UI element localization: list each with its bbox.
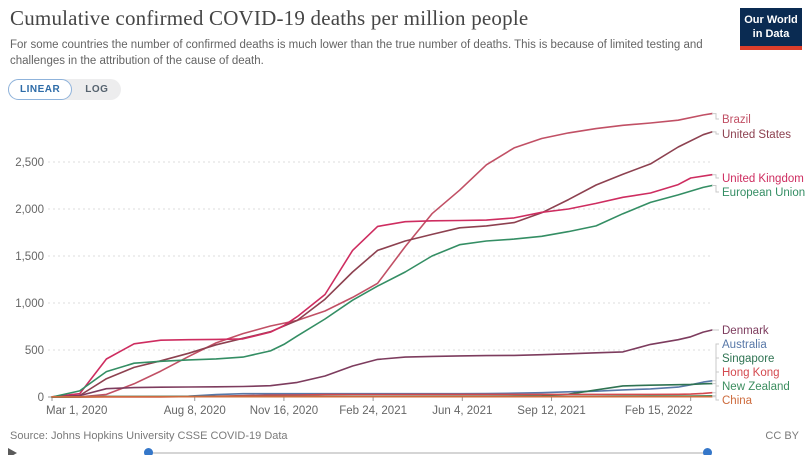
line-chart-svg: 0 500 1,000 1,500 2,000 2,500 Mar 1, 2020 Aug 8… — [15, 112, 805, 417]
page-title: Cumulative confirmed COVID-19 deaths per… — [10, 6, 529, 30]
legend-label-singapore[interactable]: Singapore — [722, 353, 774, 365]
legend-connector — [712, 131, 719, 135]
legend-connector — [712, 185, 719, 193]
source-note: Source: Johns Hopkins University CSSE CO… — [10, 430, 288, 442]
timeline-slider — [0, 446, 809, 455]
linear-scale-button[interactable]: LINEAR — [8, 79, 73, 100]
owid-logo[interactable]: Our World in Data — [740, 8, 802, 50]
series-line-united-states[interactable] — [51, 131, 713, 398]
legend-label-denmark[interactable]: Denmark — [722, 325, 769, 337]
x-tick-label: Feb 15, 2022 — [625, 405, 693, 417]
y-tick-label: 2,000 — [15, 204, 44, 216]
legend-connector — [712, 371, 719, 394]
x-tick-label: Feb 24, 2021 — [339, 405, 407, 417]
legend-connector — [712, 385, 719, 397]
timeline-start-handle[interactable] — [144, 448, 153, 455]
legend-connector — [712, 396, 719, 401]
series-line-european-union[interactable] — [51, 184, 713, 398]
legend-label-european-union[interactable]: European Union — [722, 187, 805, 199]
legend-connector — [712, 174, 719, 179]
timeline-track[interactable] — [150, 452, 707, 454]
owid-logo-line2: in Data — [752, 28, 790, 41]
series-line-brazil[interactable] — [51, 112, 713, 398]
legend-connector — [712, 113, 719, 120]
y-tick-label: 500 — [25, 345, 44, 357]
license-note[interactable]: CC BY — [765, 430, 799, 442]
x-tick-label: Aug 8, 2020 — [164, 405, 226, 417]
x-tick-label: Jun 4, 2021 — [432, 405, 492, 417]
chart-plot-area: 0 500 1,000 1,500 2,000 2,500 Mar 1, 2020 Aug 8… — [0, 97, 809, 430]
timeline-end-handle[interactable] — [703, 448, 712, 455]
x-tick-label: Nov 16, 2020 — [250, 405, 318, 417]
legend-connector — [712, 357, 719, 385]
legend-label-china[interactable]: China — [722, 395, 753, 407]
legend-label-hong-kong[interactable]: Hong Kong — [722, 367, 780, 379]
x-tick-label: Sep 12, 2021 — [517, 405, 585, 417]
y-tick-label: 0 — [38, 392, 44, 404]
chart-subtitle: For some countries the number of confirm… — [10, 39, 703, 68]
y-tick-label: 1,500 — [15, 251, 44, 263]
legend-label-australia[interactable]: Australia — [722, 339, 767, 351]
legend-label-new-zealand[interactable]: New Zealand — [722, 381, 790, 393]
footer: Source: Johns Hopkins University CSSE CO… — [10, 430, 799, 442]
scale-toggle: LINEAR LOG — [8, 79, 122, 100]
legend-label-brazil[interactable]: Brazil — [722, 114, 751, 126]
y-tick-label: 1,000 — [15, 298, 44, 310]
log-scale-button[interactable]: LOG — [72, 79, 121, 100]
owid-logo-line1: Our World — [744, 14, 798, 26]
y-tick-label: 2,500 — [15, 157, 44, 169]
legend-label-united-kingdom[interactable]: United Kingdom — [722, 173, 804, 185]
series-line-denmark[interactable] — [51, 329, 713, 398]
x-tick-label: Mar 1, 2020 — [46, 405, 107, 417]
timeline-play-icon[interactable] — [8, 448, 17, 455]
legend-label-united-states[interactable]: United States — [722, 129, 791, 141]
series-line-united-kingdom[interactable] — [51, 173, 713, 398]
